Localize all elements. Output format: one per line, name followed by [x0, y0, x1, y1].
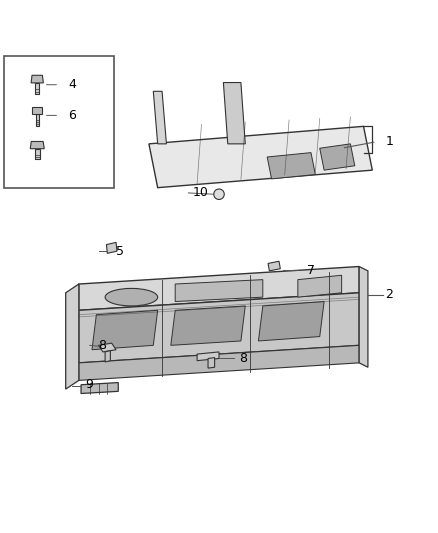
- Text: 1: 1: [385, 135, 393, 148]
- Polygon shape: [175, 280, 263, 302]
- Polygon shape: [268, 261, 280, 271]
- Polygon shape: [171, 306, 245, 345]
- Polygon shape: [79, 345, 359, 381]
- Polygon shape: [35, 83, 39, 94]
- Text: 4: 4: [68, 78, 76, 91]
- Polygon shape: [320, 144, 355, 170]
- Polygon shape: [149, 126, 372, 188]
- Polygon shape: [92, 310, 158, 350]
- Text: 8: 8: [239, 352, 247, 365]
- Polygon shape: [359, 266, 368, 367]
- Polygon shape: [223, 83, 245, 144]
- Polygon shape: [79, 293, 359, 363]
- Polygon shape: [35, 149, 40, 159]
- Text: 8: 8: [99, 339, 106, 352]
- Polygon shape: [106, 243, 117, 253]
- Text: 5: 5: [116, 245, 124, 257]
- Polygon shape: [99, 343, 116, 352]
- Text: 7: 7: [307, 264, 314, 277]
- Polygon shape: [197, 352, 219, 361]
- Circle shape: [214, 189, 224, 199]
- Polygon shape: [31, 75, 43, 83]
- Polygon shape: [79, 266, 359, 310]
- Ellipse shape: [105, 288, 158, 306]
- Polygon shape: [105, 351, 110, 362]
- Polygon shape: [208, 358, 215, 368]
- Polygon shape: [258, 302, 324, 341]
- Polygon shape: [66, 284, 79, 389]
- Text: 9: 9: [85, 378, 93, 391]
- Text: 6: 6: [68, 109, 76, 122]
- Text: 2: 2: [385, 288, 393, 302]
- Text: 10: 10: [193, 185, 208, 198]
- Polygon shape: [298, 275, 342, 297]
- FancyBboxPatch shape: [4, 56, 114, 188]
- Polygon shape: [32, 107, 42, 114]
- Polygon shape: [35, 114, 39, 126]
- Polygon shape: [81, 383, 118, 393]
- Polygon shape: [30, 141, 44, 149]
- Polygon shape: [267, 152, 315, 179]
- Polygon shape: [153, 91, 166, 144]
